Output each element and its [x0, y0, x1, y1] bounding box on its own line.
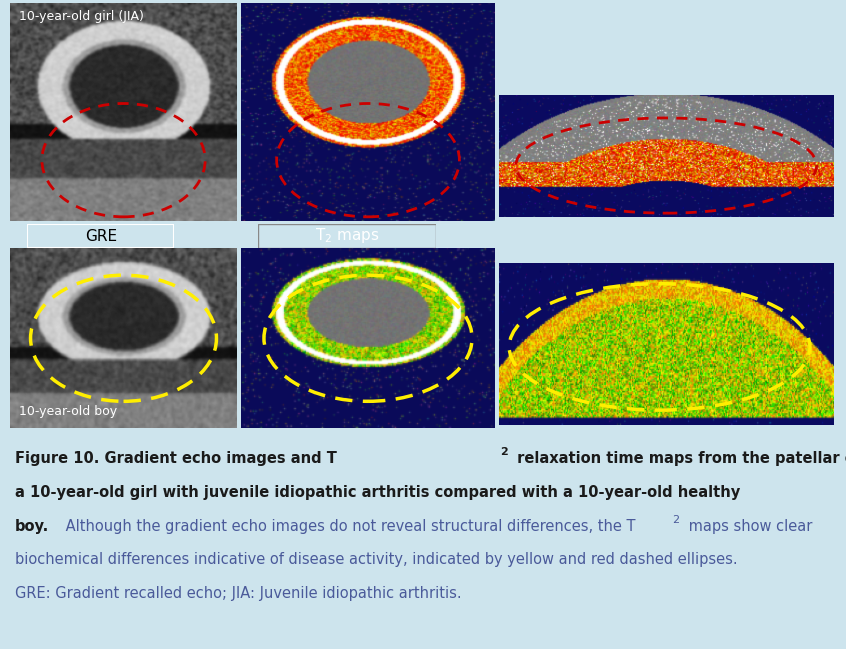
Text: 10-year-old boy: 10-year-old boy: [19, 404, 118, 417]
Text: a 10-year-old girl with juvenile idiopathic arthritis compared with a 10-year-ol: a 10-year-old girl with juvenile idiopat…: [15, 485, 740, 500]
Text: biochemical differences indicative of disease activity, indicated by yellow and : biochemical differences indicative of di…: [15, 552, 738, 567]
Text: boy.: boy.: [15, 519, 49, 533]
Text: 2: 2: [501, 447, 508, 457]
Text: Figure 10. Gradient echo images and T: Figure 10. Gradient echo images and T: [15, 451, 337, 466]
Text: Although the gradient echo images do not reveal structural differences, the T: Although the gradient echo images do not…: [61, 519, 635, 533]
Text: GRE: GRE: [85, 229, 117, 244]
Text: relaxation time maps from the patellar cartilage of: relaxation time maps from the patellar c…: [512, 451, 846, 466]
Text: 2: 2: [673, 515, 679, 524]
Text: T$_2$ maps: T$_2$ maps: [315, 227, 379, 245]
Text: maps show clear: maps show clear: [684, 519, 812, 533]
Text: GRE: Gradient recalled echo; JIA: Juvenile idiopathic arthritis.: GRE: Gradient recalled echo; JIA: Juveni…: [15, 586, 462, 601]
Text: 10-year-old girl (JIA): 10-year-old girl (JIA): [19, 10, 144, 23]
